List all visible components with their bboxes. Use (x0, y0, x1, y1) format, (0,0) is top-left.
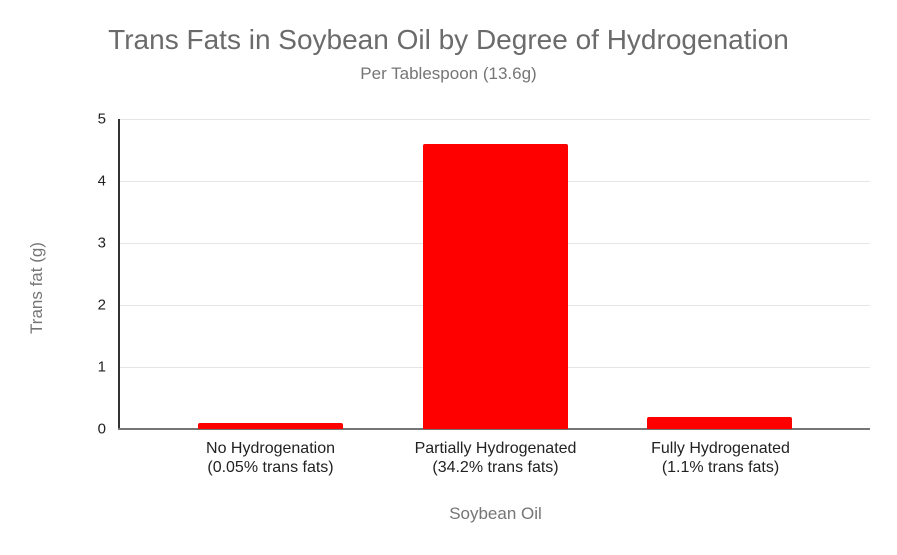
chart-title: Trans Fats in Soybean Oil by Degree of H… (108, 24, 789, 55)
bar-slot (158, 119, 383, 429)
bar-0 (197, 422, 343, 429)
category-name: No Hydrogenation (206, 440, 335, 457)
bar-2 (647, 416, 793, 429)
category-name: Partially Hydrogenated (414, 440, 577, 457)
y-tick-label: 0 (97, 420, 106, 438)
x-axis-baseline (118, 428, 870, 430)
x-category-label: No Hydrogenation (0.05% trans fats) (158, 439, 383, 477)
gridline (118, 118, 870, 120)
y-tick-label: 2 (97, 296, 106, 314)
y-tick-labels: 5 4 3 2 1 0 (0, 111, 106, 438)
bars-row (158, 119, 832, 429)
bar-slot (383, 119, 608, 429)
x-category-labels: No Hydrogenation (0.05% trans fats) Partia… (158, 439, 833, 477)
x-axis-title: Soybean Oil (449, 504, 542, 523)
category-percentage: (1.1% trans fats) (661, 459, 780, 476)
y-tick-label: 3 (97, 234, 106, 252)
y-tick-label: 1 (97, 358, 106, 376)
y-tick-label: 4 (97, 172, 106, 190)
chart-subtitle: Per Tablespoon (13.6g) (360, 64, 537, 83)
y-tick-label: 5 (97, 110, 106, 128)
category-name: Fully Hydrogenated (651, 440, 790, 457)
category-percentage: (0.05% trans fats) (207, 459, 334, 476)
x-category-label: Partially Hydrogenated (34.2% trans fats) (383, 439, 608, 477)
bar-1 (422, 143, 568, 429)
plot-area (118, 118, 870, 430)
category-percentage: (34.2% trans fats) (432, 459, 559, 476)
bar-slot (607, 119, 832, 429)
y-axis-line (118, 119, 120, 430)
x-category-label: Fully Hydrogenated (1.1% trans fats) (608, 439, 833, 477)
